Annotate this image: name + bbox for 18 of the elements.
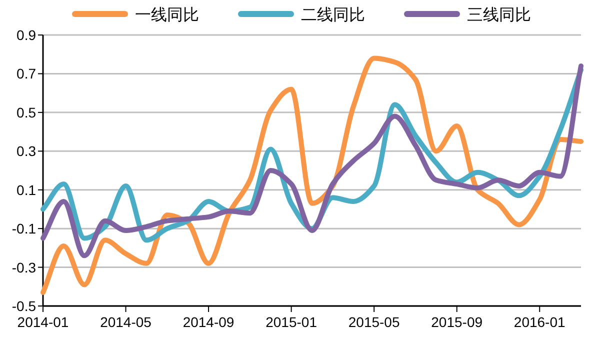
y-tick-label: 0.3: [16, 143, 36, 160]
legend-label: 二线同比: [301, 6, 365, 24]
y-tick-label: -0.5: [12, 298, 36, 314]
y-tick-label: 0.5: [16, 104, 36, 120]
x-tick-label: 2015-01: [266, 314, 318, 330]
x-tick-label: 2014-05: [100, 314, 152, 330]
legend-label: 一线同比: [135, 6, 199, 24]
x-tick-label: 2014-01: [17, 314, 69, 330]
x-tick-label: 2015-05: [348, 314, 400, 330]
y-tick-label: -0.1: [12, 220, 36, 237]
y-tick-label: -0.3: [12, 259, 36, 276]
x-tick-label: 2016-01: [514, 314, 566, 330]
x-tick-label: 2014-09: [182, 314, 234, 330]
y-tick-label: 0.9: [16, 27, 36, 43]
legend-label: 三线同比: [467, 6, 531, 24]
y-tick-label: 0.7: [16, 66, 36, 82]
y-tick-label: 0.1: [16, 182, 36, 198]
x-tick-label: 2015-09: [431, 314, 483, 330]
